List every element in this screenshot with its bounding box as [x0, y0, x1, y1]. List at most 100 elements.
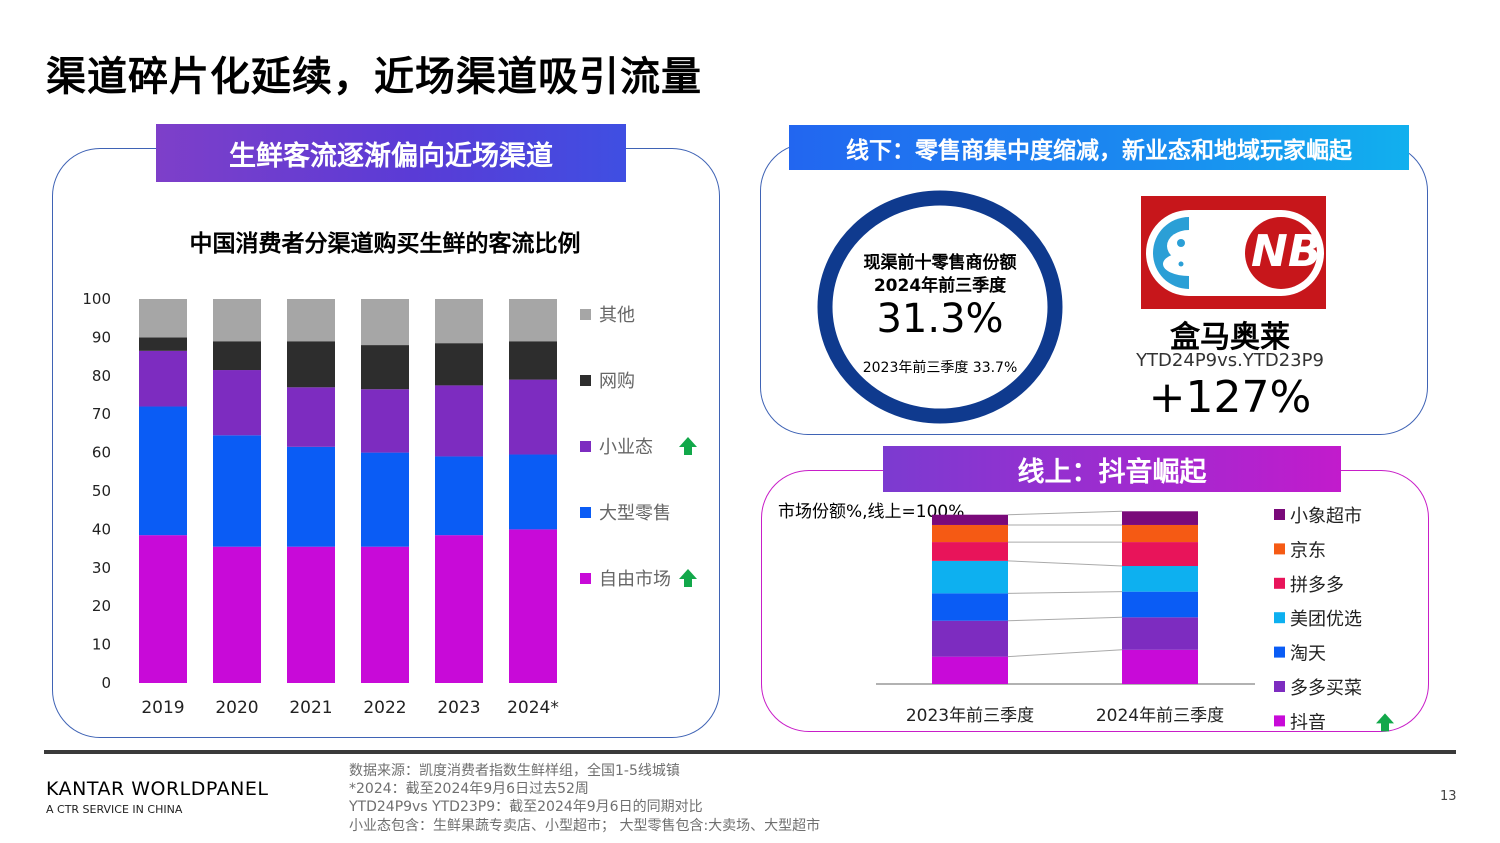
legend-label: 大型零售: [599, 503, 671, 524]
legend-swatch: [580, 507, 591, 518]
bar-segment: [435, 456, 483, 536]
legend-swatch: [1274, 509, 1285, 520]
y-tick-label: 90: [92, 328, 111, 346]
bar-segment: [287, 546, 335, 683]
x-tick-label: 2019: [141, 698, 184, 718]
legend-swatch: [580, 441, 591, 452]
bar-segment: [139, 337, 187, 351]
bar-segment: [1122, 566, 1198, 592]
x-tick-label: 2024*: [507, 698, 559, 718]
y-tick-label: 30: [92, 559, 111, 577]
hema-outlets-logo: NB: [1141, 196, 1326, 309]
legend-label: 自由市场: [599, 569, 671, 590]
legend-label: 小象超市: [1290, 506, 1362, 527]
page-title: 渠道碎片化延续，近场渠道吸引流量: [46, 54, 702, 100]
up-arrow-icon: [1376, 713, 1394, 732]
y-tick-label: 0: [101, 674, 111, 692]
online-chart-subtitle: 市场份额%,线上=100%: [778, 502, 965, 522]
bar-segment: [213, 370, 261, 436]
ring-value: 31.3%: [876, 296, 1004, 342]
bar-segment: [1122, 649, 1198, 684]
bar-segment: [213, 299, 261, 342]
left-banner: 生鲜客流逐渐偏向近场渠道: [156, 124, 626, 182]
retailer-growth: +127%: [1148, 372, 1312, 423]
hippo-icon: [1146, 210, 1324, 296]
bar-segment: [287, 387, 335, 447]
bar-segment: [509, 454, 557, 530]
bar-segment: [932, 542, 1008, 561]
bar-segment: [361, 389, 409, 453]
bar-segment: [435, 535, 483, 683]
y-tick-label: 10: [92, 636, 111, 654]
y-tick-label: 100: [82, 290, 111, 308]
legend-label: 拼多多: [1290, 575, 1344, 596]
y-tick-label: 70: [92, 405, 111, 423]
bar-segment: [213, 546, 261, 683]
legend-label: 网购: [599, 371, 635, 392]
bar-segment: [509, 379, 557, 455]
legend-swatch: [1274, 612, 1285, 624]
legend-swatch: [1274, 646, 1285, 658]
y-tick-label: 40: [92, 520, 111, 538]
legend-swatch: [1274, 543, 1285, 555]
x-tick-label: 2023: [437, 698, 480, 718]
footer-divider: [44, 750, 1456, 754]
bar-segment: [1122, 524, 1198, 543]
y-tick-label: 20: [92, 597, 111, 615]
bar-segment: [361, 546, 409, 683]
legend-label: 小业态: [599, 437, 653, 458]
bar-segment: [213, 435, 261, 547]
connector-line: [1007, 510, 1123, 516]
y-tick-label: 50: [92, 482, 111, 500]
bar-segment: [287, 446, 335, 547]
legend-label: 多多买菜: [1290, 678, 1362, 699]
legend-swatch: [1274, 577, 1285, 589]
bar-segment: [1122, 591, 1198, 618]
bar-segment: [361, 299, 409, 346]
x-tick-label: 2020: [215, 698, 258, 718]
bar-segment: [435, 385, 483, 457]
bar-segment: [361, 345, 409, 390]
legend-label: 京东: [1290, 540, 1326, 561]
page-number: 13: [1440, 789, 1457, 804]
x-tick-label: 2024年前三季度: [1096, 706, 1224, 726]
bar-segment: [932, 524, 1008, 543]
bar-segment: [139, 350, 187, 407]
bar-segment: [139, 299, 187, 338]
footnote: 数据来源：凯度消费者指数生鲜样组，全国1-5线城镇: [349, 763, 680, 779]
ring-label: 现渠前十零售商份额: [863, 253, 1017, 273]
retailer-period: YTD24P9vs.YTD23P9: [1136, 350, 1324, 371]
bar-segment: [509, 299, 557, 342]
legend-swatch: [1274, 715, 1285, 727]
legend-swatch: [580, 375, 591, 386]
up-arrow-icon: [679, 437, 697, 455]
bar-segment: [435, 299, 483, 344]
x-tick-label: 2023年前三季度: [906, 706, 1034, 726]
ring-period: 2024年前三季度: [873, 276, 1007, 296]
bar-segment: [509, 529, 557, 683]
y-tick-label: 60: [92, 444, 111, 462]
connector-line: [1007, 616, 1123, 622]
bar-segment: [435, 343, 483, 386]
legend-label: 其他: [599, 305, 635, 326]
legend-swatch: [1274, 681, 1285, 692]
x-tick-label: 2022: [363, 698, 406, 718]
kantar-tagline: A CTR SERVICE IN CHINA: [46, 803, 183, 816]
bar-segment: [932, 620, 1008, 657]
up-arrow-icon: [679, 569, 697, 587]
legend-swatch: [580, 309, 591, 320]
bar-segment: [1122, 511, 1198, 525]
legend-label: 淘天: [1290, 644, 1326, 665]
x-tick-label: 2021: [289, 698, 332, 718]
bar-segment: [213, 341, 261, 371]
legend-label: 美团优选: [1290, 609, 1362, 630]
bar-segment: [932, 560, 1008, 594]
bar-segment: [509, 341, 557, 380]
connector-line: [1007, 649, 1123, 658]
connector-line: [1007, 591, 1123, 594]
legend-swatch: [580, 573, 591, 584]
bar-segment: [1122, 617, 1198, 650]
bar-segment: [932, 593, 1008, 621]
